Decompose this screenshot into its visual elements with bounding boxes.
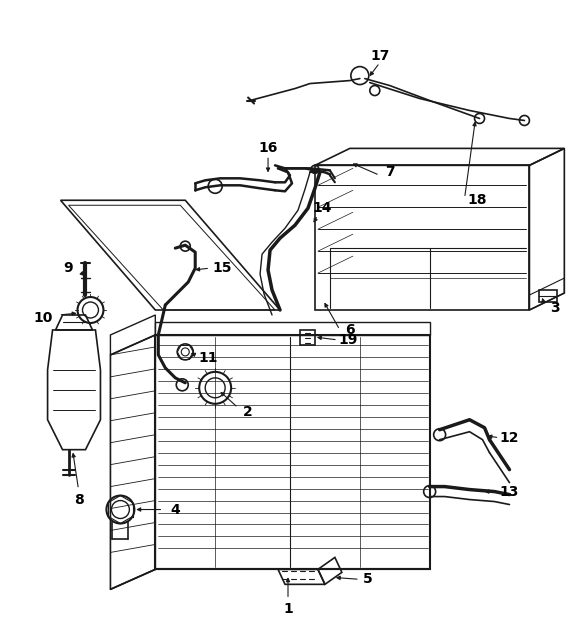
Text: 10: 10 — [34, 311, 53, 325]
Text: 16: 16 — [259, 141, 278, 155]
Text: 12: 12 — [500, 431, 519, 444]
Text: 15: 15 — [213, 261, 232, 275]
Text: 11: 11 — [199, 351, 218, 365]
Text: 17: 17 — [370, 49, 389, 63]
Text: 13: 13 — [500, 485, 519, 498]
Text: 19: 19 — [338, 333, 358, 347]
Text: 1: 1 — [283, 602, 293, 616]
Text: 7: 7 — [385, 165, 395, 179]
Text: 2: 2 — [243, 405, 253, 419]
Text: 9: 9 — [64, 261, 73, 275]
Text: 8: 8 — [74, 493, 84, 506]
Text: 5: 5 — [363, 572, 373, 587]
Text: 4: 4 — [170, 503, 180, 516]
Text: 6: 6 — [345, 323, 355, 337]
Text: 3: 3 — [551, 301, 560, 315]
Text: 18: 18 — [468, 193, 487, 207]
Text: 14: 14 — [312, 201, 332, 215]
